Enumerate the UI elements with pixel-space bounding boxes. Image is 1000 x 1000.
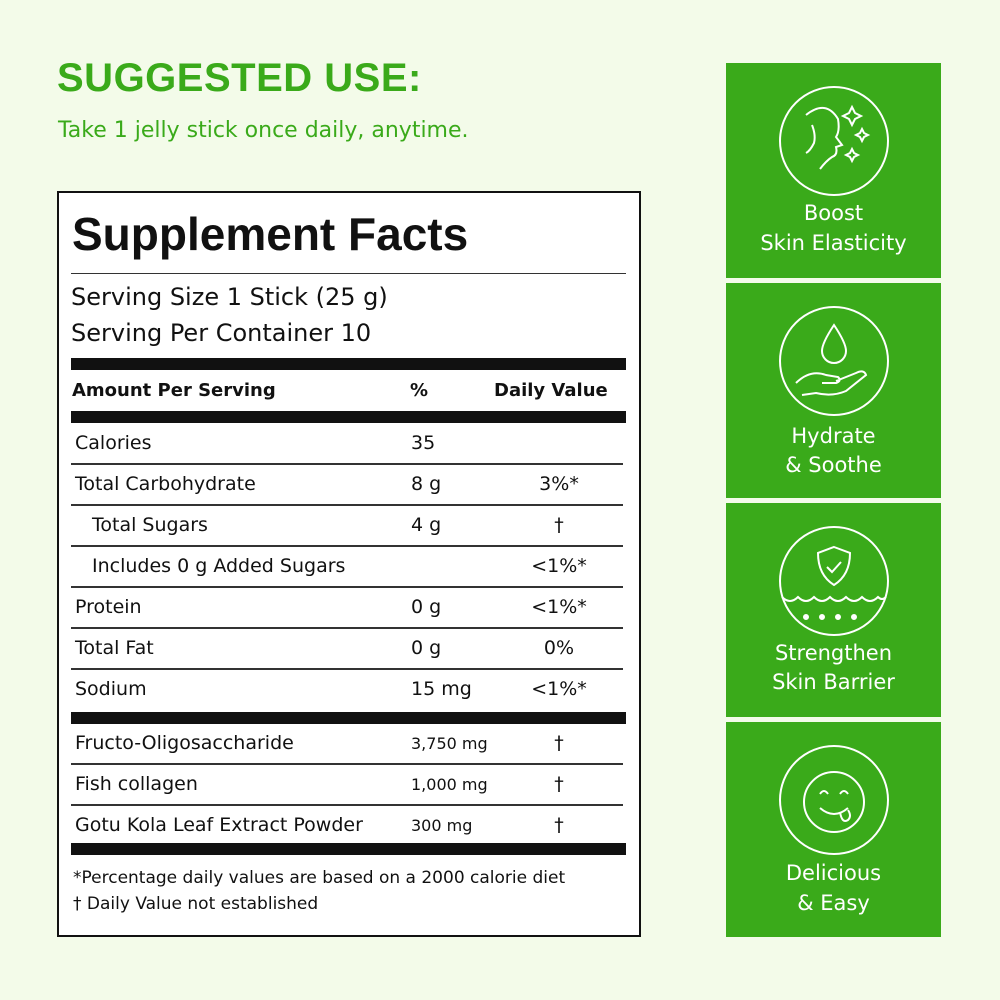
row-daily-value: † <box>554 732 564 754</box>
servings-per-container: Serving Per Container 10 <box>71 319 372 347</box>
row-daily-value: 3%* <box>539 473 579 495</box>
row-name: Protein <box>75 596 142 618</box>
row-name: Total Fat <box>75 637 154 659</box>
benefit-label: & Soothe <box>785 453 882 477</box>
divider <box>71 504 623 506</box>
benefit-label: Hydrate <box>791 424 876 448</box>
row-amount: 4 g <box>411 514 442 536</box>
row-name: Sodium <box>75 678 147 700</box>
divider <box>71 843 626 855</box>
divider <box>71 627 623 629</box>
row-amount: 300 mg <box>411 816 473 835</box>
row-name: Fish collagen <box>75 773 198 795</box>
facts-title: Supplement Facts <box>72 208 469 260</box>
row-amount: 3,750 mg <box>411 734 488 753</box>
divider <box>71 545 623 547</box>
benefit-label: & Easy <box>797 891 870 915</box>
benefit-label: Delicious <box>785 861 882 885</box>
divider <box>71 411 626 423</box>
benefit-label: Strengthen <box>774 641 893 665</box>
icon <box>779 526 889 636</box>
icon <box>779 745 889 855</box>
row-name: Fructo-Oligosaccharide <box>75 732 294 754</box>
footnote: *Percentage daily values are based on a … <box>73 868 566 888</box>
divider <box>71 463 623 465</box>
icon <box>779 306 889 416</box>
row-daily-value: <1%* <box>531 678 587 700</box>
divider <box>71 712 626 724</box>
header-cell: Daily Value <box>494 380 608 401</box>
benefit-label: Skin Barrier <box>772 670 895 694</box>
row-daily-value: † <box>554 814 564 836</box>
row-amount: 15 mg <box>411 678 472 700</box>
divider <box>71 358 626 370</box>
row-daily-value: <1%* <box>531 555 587 577</box>
row-amount: 1,000 mg <box>411 775 488 794</box>
row-name: Gotu Kola Leaf Extract Powder <box>75 814 363 836</box>
row-name: Total Sugars <box>92 514 208 536</box>
benefit-label: Skin Elasticity <box>760 231 907 255</box>
benefit-panel: Delicious & Easy <box>726 722 941 937</box>
row-amount: 0 g <box>411 637 442 659</box>
divider <box>71 763 623 765</box>
divider <box>71 586 623 588</box>
row-daily-value: † <box>554 773 564 795</box>
divider <box>71 804 623 806</box>
benefit-panel: Boost Skin Elasticity <box>726 63 941 278</box>
divider <box>71 668 623 670</box>
row-amount: 0 g <box>411 596 442 618</box>
row-daily-value: 0% <box>543 637 575 659</box>
benefit-panel: Strengthen Skin Barrier <box>726 503 941 717</box>
row-name: Total Carbohydrate <box>75 473 256 495</box>
row-name: Includes 0 g Added Sugars <box>92 555 346 577</box>
header-cell: Amount Per Serving <box>72 380 276 401</box>
benefit-panel: Hydrate & Soothe <box>726 283 941 498</box>
row-daily-value: † <box>554 514 564 536</box>
benefit-label: Boost <box>803 201 864 225</box>
icon <box>779 86 889 196</box>
supplement-facts: Supplement Facts Serving Size 1 Stick (2… <box>57 191 641 937</box>
divider <box>71 273 626 274</box>
serving-size: Serving Size 1 Stick (25 g) <box>71 283 388 311</box>
row-daily-value: <1%* <box>531 596 587 618</box>
title: SUGGESTED USE: <box>57 56 422 100</box>
row-amount: 8 g <box>411 473 442 495</box>
row-amount: 35 <box>411 432 436 454</box>
row-name: Calories <box>75 432 152 454</box>
subtitle: Take 1 jelly stick once daily, anytime. <box>58 118 469 143</box>
header-cell: % <box>410 380 429 401</box>
footnote: † Daily Value not established <box>73 894 319 914</box>
